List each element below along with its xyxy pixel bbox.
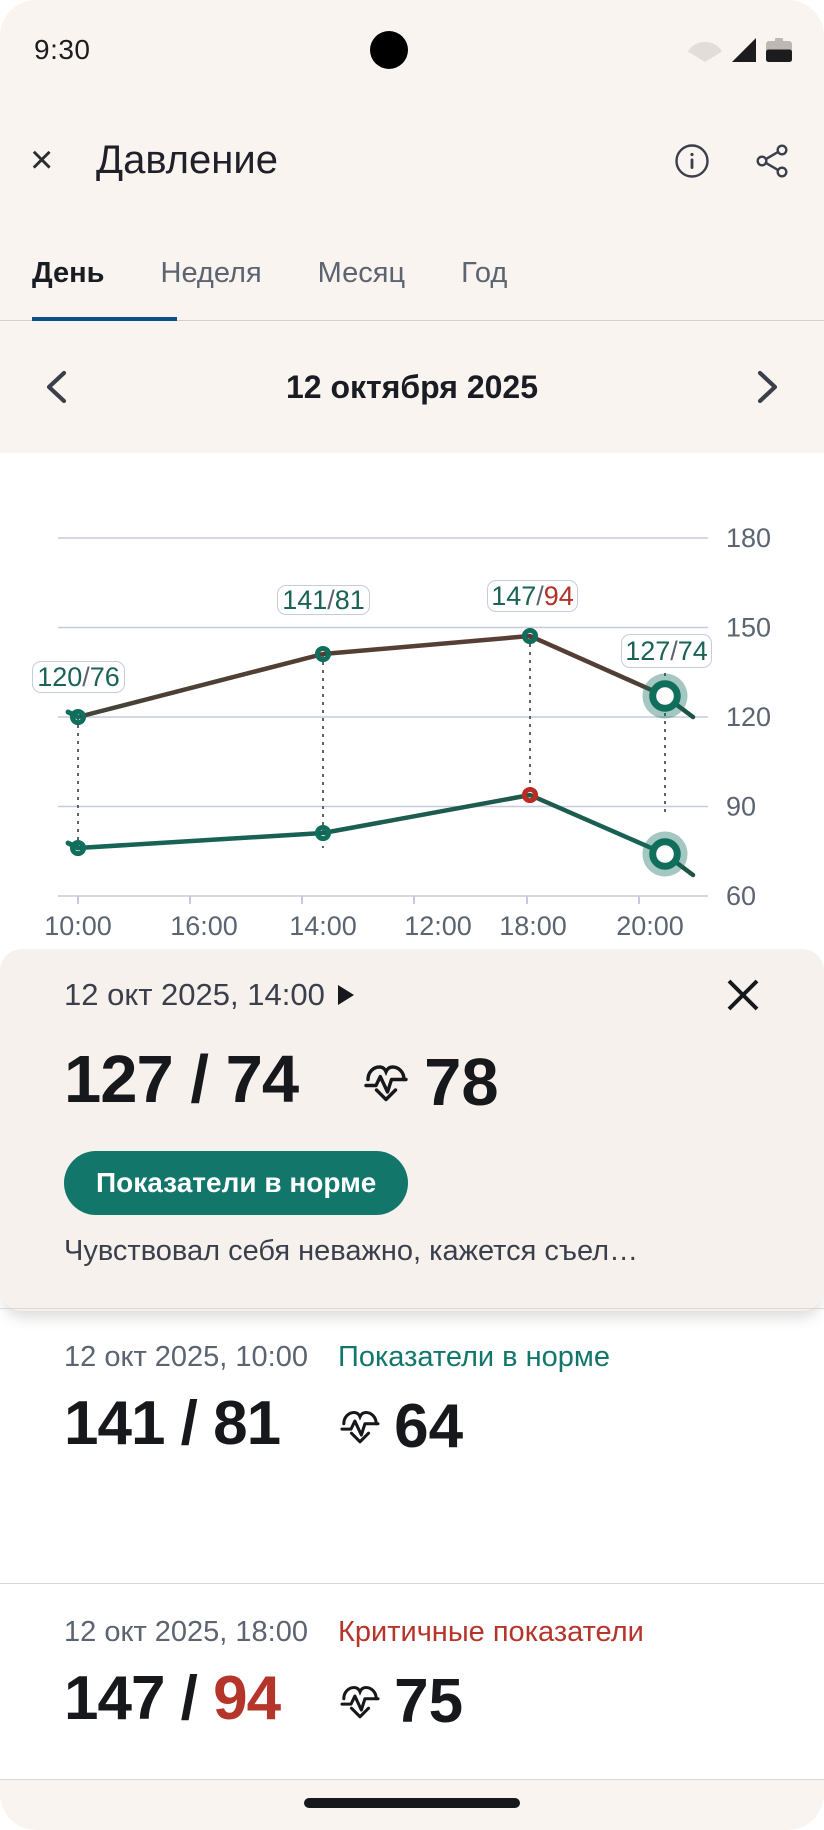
svg-text:16:00: 16:00: [170, 911, 238, 941]
svg-text:10:00: 10:00: [44, 911, 112, 941]
svg-text:150: 150: [726, 613, 771, 643]
svg-text:60: 60: [726, 881, 756, 911]
svg-text:18:00: 18:00: [499, 911, 567, 941]
svg-text:20:00: 20:00: [616, 911, 684, 941]
svg-text:90: 90: [726, 792, 756, 822]
svg-text:14:00: 14:00: [289, 911, 357, 941]
svg-text:120: 120: [726, 702, 771, 732]
svg-text:12:00: 12:00: [404, 911, 472, 941]
svg-text:180: 180: [726, 523, 771, 553]
